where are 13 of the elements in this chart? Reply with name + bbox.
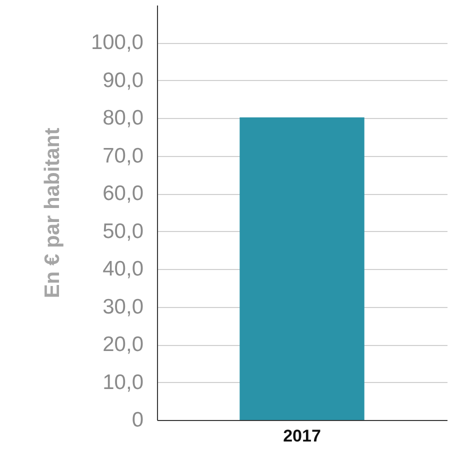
y-tick-label: 60,0 xyxy=(102,182,144,206)
y-tick-label: 70,0 xyxy=(102,144,144,168)
y-tick-label: 100,0 xyxy=(90,31,144,54)
y-tick-label: 80,0 xyxy=(102,106,144,130)
y-tick-label: 30,0 xyxy=(102,295,144,318)
y-tick-label: 0 xyxy=(132,408,144,432)
y-tick-label: 20,0 xyxy=(102,333,144,356)
y-tick-label: 50,0 xyxy=(102,220,144,243)
y-axis-title: En € par habitant xyxy=(40,128,64,298)
y-tick-label: 40,0 xyxy=(102,258,144,281)
y-tick-label: 90,0 xyxy=(102,68,144,92)
x-tick-label: 2017 xyxy=(283,426,321,446)
y-tick-label: 10,0 xyxy=(102,370,144,394)
